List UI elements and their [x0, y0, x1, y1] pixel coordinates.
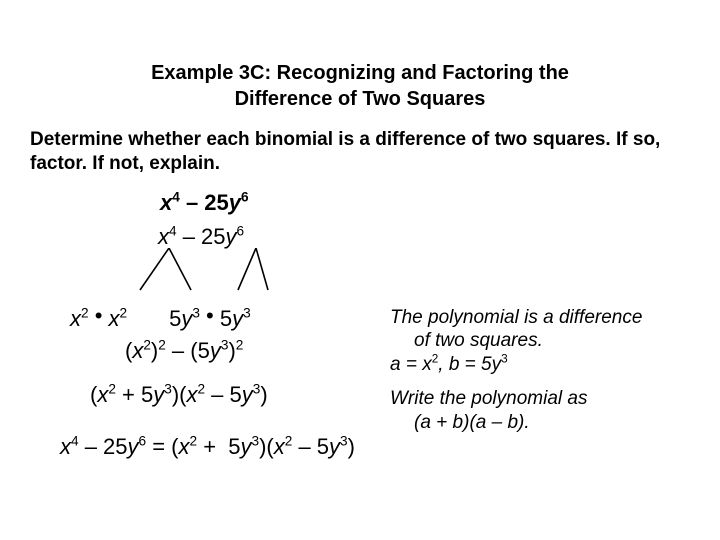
fork-right-icon [226, 248, 296, 296]
work-left: x2 • x25y3 • 5y3 (x2)2 – (5y3)2 (x2 + 5y… [30, 306, 390, 424]
factor-pairs: x2 • x25y3 • 5y3 [70, 306, 390, 332]
work-columns: x2 • x25y3 • 5y3 (x2)2 – (5y3)2 (x2 + 5y… [30, 306, 690, 435]
final-equation: x4 – 25y6 = (x2 + 5y3)(x2 – 5y3) [60, 434, 690, 460]
slide: Example 3C: Recognizing and Factoring th… [0, 0, 720, 480]
title-line-1: Example 3C: Recognizing and Factoring th… [151, 62, 569, 84]
explanations: The polynomial is a difference of two sq… [390, 306, 690, 435]
title-line-2: Difference of Two Squares [235, 88, 486, 110]
binomial-with-forks: x4 – 25y6 [158, 224, 690, 306]
binomial-bold: x4 – 25y6 [160, 190, 690, 216]
as-squares: (x2)2 – (5y3)2 [125, 338, 390, 364]
note-ab: a = x2, b = 5y3 [390, 353, 690, 377]
slide-title: Example 3C: Recognizing and Factoring th… [30, 60, 690, 112]
note-difference: The polynomial is a difference of two sq… [390, 306, 690, 354]
fork-left-icon [134, 248, 204, 296]
instruction-text: Determine whether each binomial is a dif… [30, 128, 690, 176]
factored-form: (x2 + 5y3)(x2 – 5y3) [90, 382, 390, 408]
binomial-plain: x4 – 25y6 [158, 224, 244, 250]
note-write: Write the polynomial as (a + b)(a – b). [390, 387, 690, 435]
